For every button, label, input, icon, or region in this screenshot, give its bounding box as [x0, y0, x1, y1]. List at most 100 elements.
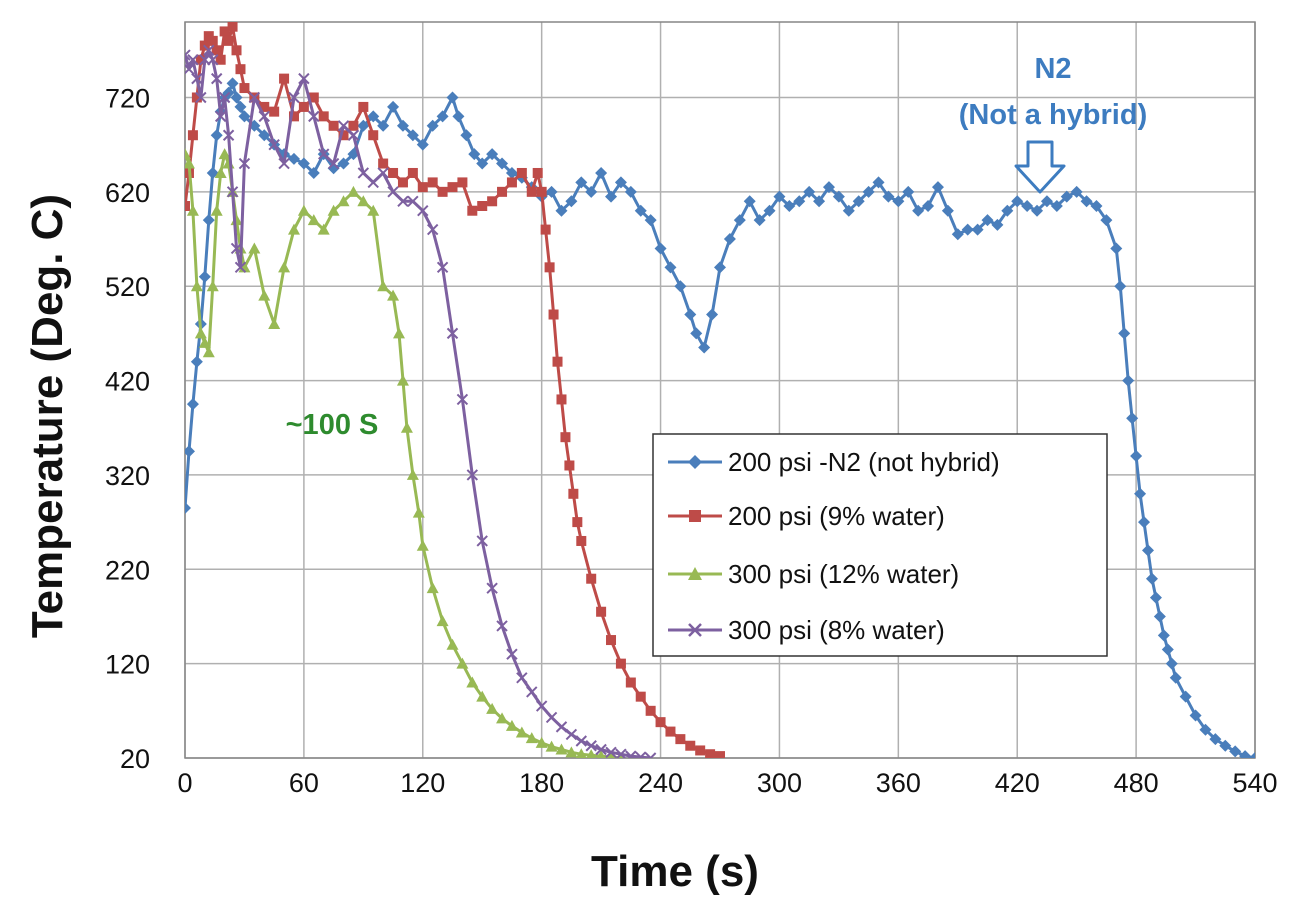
data-point: [367, 204, 380, 216]
x-tick-label: 240: [638, 768, 683, 798]
x-axis-ticks: 0 60 120 180 240 300 360 420 480 540: [177, 768, 1277, 798]
data-point: [468, 148, 481, 161]
data-point: [1090, 200, 1103, 212]
legend-label-2: 300 psi (12% water): [728, 559, 959, 589]
data-point: [496, 712, 509, 724]
data-point: [813, 195, 826, 208]
data-point: [318, 111, 329, 122]
data-point: [437, 186, 448, 197]
data-point: [486, 148, 499, 161]
data-point: [338, 130, 349, 141]
data-point: [231, 45, 242, 56]
data-point: [210, 204, 223, 216]
x-tick-label: 360: [876, 768, 921, 798]
data-point: [606, 635, 617, 646]
data-point: [674, 280, 687, 293]
data-point: [239, 83, 250, 94]
x-tick-label: 480: [1114, 768, 1159, 798]
data-point: [191, 72, 203, 85]
y-tick-label: 620: [105, 178, 150, 208]
data-point: [526, 686, 538, 698]
data-point: [387, 186, 399, 198]
data-point: [194, 327, 207, 339]
data-point: [206, 166, 219, 179]
data-point: [698, 341, 711, 354]
data-point: [297, 157, 310, 170]
data-point: [1080, 195, 1093, 208]
data-point: [1219, 739, 1232, 752]
data-point: [575, 176, 588, 189]
data-point: [706, 308, 719, 321]
data-point: [327, 204, 340, 216]
y-tick-label: 20: [120, 744, 150, 774]
data-point: [515, 726, 528, 738]
legend-item-1: 200 psi (9% water): [668, 501, 945, 531]
data-point: [396, 119, 409, 132]
data-point: [226, 186, 239, 198]
legend-item-3: 300 psi (8% water): [668, 615, 945, 645]
data-point: [476, 157, 489, 170]
data-point: [544, 262, 555, 273]
data-point: [655, 717, 666, 728]
data-point: [535, 700, 548, 712]
data-point: [560, 432, 571, 443]
data-point: [991, 218, 1004, 231]
data-point: [185, 63, 195, 75]
data-point: [763, 204, 776, 217]
data-point: [1153, 610, 1166, 623]
data-point: [892, 195, 905, 208]
data-point: [951, 228, 964, 241]
data-point: [447, 182, 458, 193]
data-point: [207, 54, 219, 66]
data-point: [248, 242, 261, 254]
data-point: [417, 182, 428, 193]
data-point: [1229, 745, 1242, 758]
data-point: [287, 152, 300, 165]
data-point: [337, 157, 350, 170]
data-point: [258, 289, 271, 301]
data-point: [187, 130, 198, 141]
triangle-marker-icon: [688, 567, 702, 580]
data-point: [337, 120, 350, 132]
data-point: [1001, 204, 1014, 217]
data-point: [743, 195, 756, 208]
data-point: [400, 421, 413, 433]
legend: 200 psi -N2 (not hybrid) 200 psi (9% wat…: [652, 433, 1108, 657]
data-point: [287, 223, 300, 235]
data-point: [695, 745, 706, 756]
legend-label-3: 300 psi (8% water): [728, 615, 945, 645]
data-point: [575, 735, 588, 747]
data-point: [1011, 195, 1024, 208]
data-point: [614, 176, 627, 189]
diamond-marker-icon: [688, 455, 702, 469]
data-point: [357, 167, 370, 179]
data-point: [555, 743, 568, 755]
data-point: [607, 751, 615, 758]
data-point: [427, 177, 438, 188]
data-point: [715, 751, 725, 758]
data-point: [347, 129, 360, 141]
data-point: [476, 690, 489, 702]
data-point: [367, 176, 379, 189]
data-point: [357, 119, 370, 132]
data-point: [417, 205, 429, 217]
data-point: [1138, 516, 1151, 529]
data-point: [298, 101, 309, 112]
data-point: [572, 517, 583, 528]
data-point: [377, 167, 389, 179]
data-point: [595, 166, 608, 179]
data-point: [210, 129, 223, 142]
data-point: [526, 186, 537, 197]
data-point: [1165, 657, 1178, 670]
data-point: [486, 582, 498, 594]
legend-box: [652, 433, 1108, 657]
data-point: [307, 214, 320, 226]
data-point: [357, 195, 370, 207]
data-point: [505, 166, 518, 179]
data-point: [684, 308, 697, 321]
data-point: [195, 91, 207, 104]
data-point: [1149, 591, 1162, 604]
data-point: [685, 740, 696, 751]
data-point: [227, 22, 238, 32]
data-point: [497, 186, 508, 197]
